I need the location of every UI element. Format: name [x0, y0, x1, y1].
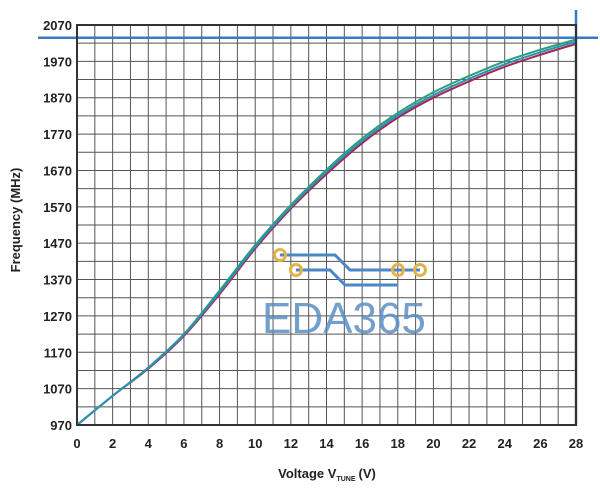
y-tick-label: 1170 — [44, 345, 72, 360]
x-tick-label: 16 — [355, 436, 369, 451]
y-tick-label: 1970 — [43, 54, 72, 69]
y-tick-label: 1370 — [43, 273, 72, 288]
x-tick-label: 6 — [180, 436, 187, 451]
y-tick-label: 1070 — [43, 382, 72, 397]
y-tick-label: 2070 — [43, 18, 72, 33]
y-axis-label: Frequency (MHz) — [8, 168, 23, 273]
x-tick-label: 28 — [569, 436, 583, 451]
reference-lines — [38, 10, 598, 425]
tick-labels: 0 2 4 6 8 10 12 14 16 18 20 22 24 26 28970107011701270… — [43, 18, 583, 451]
y-tick-label: 1870 — [43, 91, 72, 106]
x-axis-label: Voltage VTUNE (V) — [278, 466, 376, 483]
y-tick-label: 970 — [50, 418, 72, 433]
plot-frame — [76, 24, 577, 426]
x-tick-label: 18 — [391, 436, 405, 451]
x-axis-label-main: Voltage V — [278, 466, 337, 481]
x-axis-label-subscript: TUNE — [336, 476, 355, 483]
y-tick-label: 1770 — [43, 127, 72, 142]
x-axis-label-unit: (V) — [359, 466, 376, 481]
x-tick-label: 8 — [216, 436, 223, 451]
x-tick-label: 0 — [73, 436, 80, 451]
x-tick-label: 4 — [145, 436, 153, 451]
watermark-circuit-icon — [273, 248, 427, 287]
series-lines — [76, 38, 577, 426]
y-tick-label: 1670 — [43, 163, 72, 178]
x-tick-label: 20 — [426, 436, 440, 451]
x-tick-label: 22 — [462, 436, 476, 451]
y-tick-label: 1570 — [43, 200, 72, 215]
series-line-3 — [76, 40, 577, 426]
x-tick-label: 26 — [533, 436, 547, 451]
x-tick-label: 10 — [248, 436, 262, 451]
x-tick-label: 12 — [284, 436, 298, 451]
y-tick-label: 1470 — [43, 236, 72, 251]
watermark: EDA365 — [262, 248, 427, 343]
watermark-text: EDA365 — [262, 294, 426, 343]
x-tick-label: 2 — [109, 436, 116, 451]
x-tick-label: 14 — [319, 436, 334, 451]
grid — [76, 24, 577, 426]
y-tick-label: 1270 — [43, 309, 72, 324]
plot-border — [76, 24, 577, 426]
x-tick-label: 24 — [497, 436, 512, 451]
